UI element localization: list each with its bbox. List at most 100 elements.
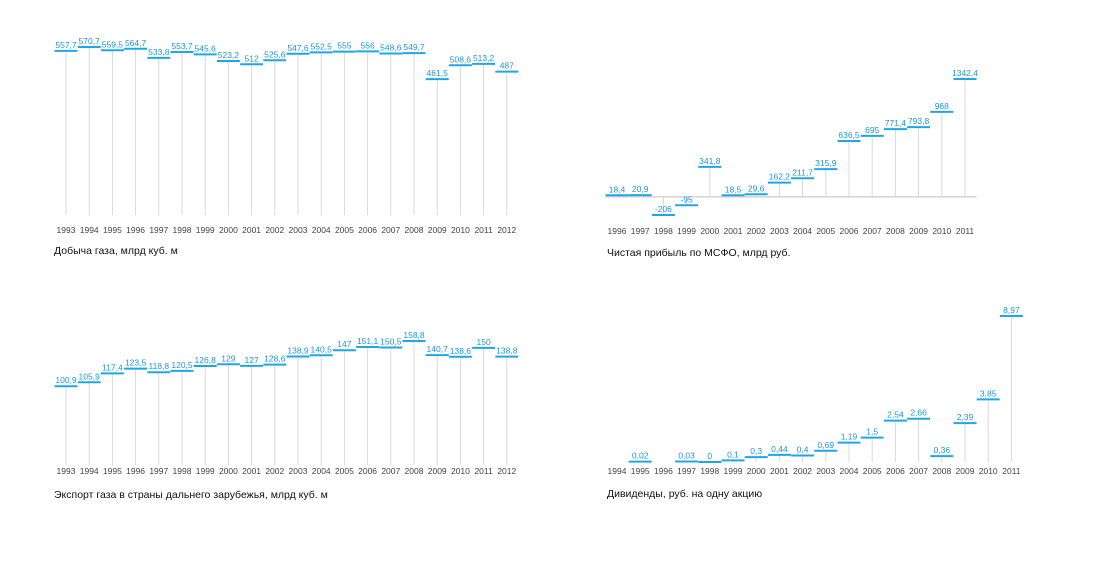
data-label: 1,5 <box>866 427 878 437</box>
data-label: 129 <box>221 353 235 363</box>
x-tick-label: 2009 <box>956 466 975 476</box>
data-label: 523,2 <box>218 50 240 60</box>
data-label: 512 <box>245 53 259 63</box>
x-tick-label: 1996 <box>654 466 673 476</box>
x-tick-label: 1998 <box>654 226 673 236</box>
x-tick-label: 2011 <box>474 225 493 235</box>
data-label: 0,36 <box>934 445 951 455</box>
chart-1: 1993 557,7 1994 570,7 1995 559,5 1996 564,7 1997… <box>54 36 519 257</box>
data-label: 0,3 <box>750 446 762 456</box>
x-tick-label: 1999 <box>196 466 215 476</box>
x-tick-label: 2006 <box>358 466 377 476</box>
x-tick-label: 2003 <box>770 226 789 236</box>
x-tick-label: 1994 <box>80 466 99 476</box>
x-tick-label: 2008 <box>932 466 951 476</box>
x-tick-label: 2011 <box>474 466 493 476</box>
data-label: 140,5 <box>311 344 333 354</box>
x-tick-label: 2011 <box>956 226 975 236</box>
x-tick-label: 2004 <box>840 466 859 476</box>
x-tick-label: 2007 <box>381 225 400 235</box>
x-tick-label: 2006 <box>358 225 377 235</box>
x-tick-label: 2000 <box>219 466 238 476</box>
data-label: 525,6 <box>264 49 286 59</box>
data-label: 1342,4 <box>952 68 978 78</box>
data-label: 0,44 <box>771 444 788 454</box>
data-label: 2,54 <box>887 410 904 420</box>
data-label: 151,1 <box>357 336 379 346</box>
chart-2: 1996 18,4 1997 20,9 1998 -206 1999 -95 2000 341,8… <box>605 68 978 259</box>
x-tick-label: 2007 <box>381 466 400 476</box>
x-tick-label: 1998 <box>700 466 719 476</box>
data-label: 29,6 <box>748 183 765 193</box>
x-tick-label: 2005 <box>863 466 882 476</box>
data-label: 138,8 <box>496 346 518 356</box>
x-tick-label: 2000 <box>219 225 238 235</box>
data-label: 559,5 <box>102 39 124 49</box>
data-label: 118,8 <box>148 361 169 371</box>
data-label: 128,6 <box>264 354 286 364</box>
data-label: 461,5 <box>427 68 449 78</box>
x-tick-label: 2005 <box>335 225 354 235</box>
data-label: 552,5 <box>311 41 333 51</box>
x-tick-label: 2010 <box>451 225 470 235</box>
x-tick-label: 2005 <box>335 466 354 476</box>
x-tick-label: 2012 <box>497 225 516 235</box>
x-tick-label: 2001 <box>242 225 261 235</box>
data-label: 793,8 <box>908 116 930 126</box>
data-label: 138,6 <box>450 346 472 356</box>
chart-4: 1994 1995 0,02 1996 1997 0,03 1998 0 1999 0,1 2000… <box>607 305 1023 500</box>
x-tick-label: 1996 <box>126 466 145 476</box>
x-tick-label: 1994 <box>608 466 627 476</box>
chart-3: 1993 100,9 1994 105,9 1995 117,4 1996 123,5 1997… <box>54 330 519 501</box>
data-label: 0,4 <box>797 444 809 454</box>
x-tick-label: 1999 <box>196 225 215 235</box>
data-label: 556 <box>361 40 375 50</box>
x-tick-label: 2002 <box>265 466 284 476</box>
data-label: 2,39 <box>957 412 974 422</box>
data-label: 18,4 <box>609 184 626 194</box>
data-label: 120,5 <box>171 360 193 370</box>
chart-title: Экспорт газа в страны дальнего зарубежья… <box>54 489 328 501</box>
data-label: 147 <box>337 339 351 349</box>
data-label: 123,5 <box>125 358 147 368</box>
chart-title: Добыча газа, млрд куб. м <box>54 245 178 257</box>
data-label: 636,5 <box>838 130 860 140</box>
x-tick-label: 2009 <box>909 226 928 236</box>
data-label: 140,7 <box>427 344 449 354</box>
data-label: 20,9 <box>632 184 649 194</box>
data-label: 105,9 <box>79 371 101 381</box>
x-tick-label: 2009 <box>428 466 447 476</box>
x-tick-label: 2003 <box>289 466 308 476</box>
x-tick-label: 2002 <box>265 225 284 235</box>
chart-title: Чистая прибыль по МСФО, млрд руб. <box>607 247 790 259</box>
data-label: 158,8 <box>403 330 425 340</box>
data-label: 0,03 <box>678 451 695 461</box>
data-label: 968 <box>935 101 949 111</box>
data-label: 545,6 <box>195 43 217 53</box>
x-tick-label: 2001 <box>724 226 743 236</box>
data-label: 127 <box>245 355 259 365</box>
data-label: 162,2 <box>769 172 791 182</box>
data-label: 771,4 <box>885 118 907 128</box>
data-label: 1,19 <box>841 432 858 442</box>
x-tick-label: 1997 <box>677 466 696 476</box>
x-tick-label: 2001 <box>770 466 789 476</box>
x-tick-label: 2000 <box>700 226 719 236</box>
data-label: 126,8 <box>195 355 217 365</box>
data-label: 3,85 <box>980 388 997 398</box>
x-tick-label: 2012 <box>497 466 516 476</box>
x-tick-label: 1997 <box>631 226 650 236</box>
data-label: 18,5 <box>725 184 742 194</box>
x-tick-label: 1999 <box>677 226 696 236</box>
x-tick-label: 2006 <box>840 226 859 236</box>
data-label: 555 <box>337 41 351 51</box>
x-tick-label: 1994 <box>80 225 99 235</box>
data-label: 695 <box>865 125 879 135</box>
data-label: 8,97 <box>1003 305 1020 315</box>
data-label: 2,66 <box>910 408 927 418</box>
x-tick-label: 1997 <box>149 225 168 235</box>
x-tick-label: 2004 <box>312 466 331 476</box>
x-tick-label: 2008 <box>886 226 905 236</box>
x-tick-label: 1995 <box>103 466 122 476</box>
